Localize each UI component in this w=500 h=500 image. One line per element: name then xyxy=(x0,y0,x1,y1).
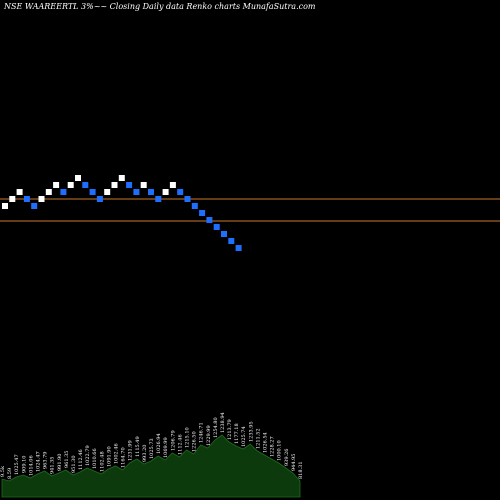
volume-label: 909.10 xyxy=(21,456,27,474)
volume-label: 1024.47 xyxy=(36,451,42,472)
volume-labels: 9.5k 8.59 1025.47 909.10 1014.06 1024.47 963.7… xyxy=(0,412,304,479)
volume-label: 1206.79 xyxy=(170,430,176,451)
brick-down xyxy=(221,231,227,237)
volume-label: 1238.94 xyxy=(220,412,226,433)
brick-down xyxy=(148,189,154,195)
volume-label: 951.30 xyxy=(71,456,77,474)
brick-down xyxy=(199,210,206,216)
brick-up xyxy=(118,175,125,181)
volume-label: 991.90 xyxy=(57,454,63,472)
volume-label: 1026.54 xyxy=(263,432,269,453)
brick-down xyxy=(31,203,38,209)
brick-up xyxy=(169,182,176,188)
brick-down xyxy=(23,196,30,202)
brick-down xyxy=(206,217,213,223)
brick-down xyxy=(213,224,220,230)
volume-label: 1000.10 xyxy=(277,440,283,461)
brick-down xyxy=(126,182,133,188)
volume-label: 1102.48 xyxy=(99,451,105,472)
volume-label: 1010.66 xyxy=(92,448,98,469)
brick-up xyxy=(45,189,52,195)
volume-label: 9.5k xyxy=(0,465,6,477)
volume-label: 993.20 xyxy=(142,445,148,463)
brick-up xyxy=(38,196,45,202)
brick-down xyxy=(155,196,162,202)
brick-down xyxy=(228,238,235,244)
volume-label: 818.31 xyxy=(298,462,304,480)
brick-down xyxy=(89,189,96,195)
renko-bricks xyxy=(2,175,242,251)
brick-up xyxy=(104,189,111,195)
volume-label: 961.35 xyxy=(64,451,70,469)
brick-up xyxy=(9,196,16,202)
volume-label: 1233.95 xyxy=(248,421,254,442)
brick-down xyxy=(133,189,140,195)
level-lines xyxy=(0,198,500,222)
volume-area xyxy=(1,434,301,498)
volume-label: 1115.49 xyxy=(135,436,141,457)
volume-label: 944.95 xyxy=(291,454,297,472)
volume-label: 1231.99 xyxy=(128,440,134,461)
volume-label: 1069.99 xyxy=(163,437,169,458)
brick-down xyxy=(177,189,184,195)
volume-label: 1025.74 xyxy=(241,426,247,447)
volume-label: 1246.71 xyxy=(199,422,205,443)
volume-label: 1226.50 xyxy=(192,431,198,452)
brick-down xyxy=(184,196,191,202)
volume-label: 1228.27 xyxy=(270,436,276,457)
volume-label: 1177.18 xyxy=(234,423,240,444)
brick-up xyxy=(16,189,23,195)
brick-up xyxy=(140,182,147,188)
volume-label: 1211.52 xyxy=(255,428,261,449)
volume-label: 1164.70 xyxy=(121,447,127,468)
brick-up xyxy=(67,182,74,188)
brick-up xyxy=(53,182,60,188)
brick-down xyxy=(82,182,89,188)
volume-label: 1213.79 xyxy=(227,419,233,440)
volume-label: 939.26 xyxy=(284,449,290,467)
volume-label: 963.79 xyxy=(43,452,49,470)
volume-series xyxy=(1,434,301,498)
volume-label: 1254.80 xyxy=(213,417,219,438)
volume-label: 1014.06 xyxy=(28,455,34,476)
volume-label: 1091.90 xyxy=(106,446,112,467)
volume-label: 1112.46 xyxy=(177,434,183,455)
volume-label: 1026.94 xyxy=(156,433,162,454)
volume-label: 1215.10 xyxy=(185,427,191,448)
volume-label: 1112.46 xyxy=(78,449,84,470)
volume-label: 1025.47 xyxy=(14,454,20,475)
brick-down xyxy=(60,189,67,195)
volume-label: 8.59 xyxy=(7,468,13,479)
brick-up xyxy=(75,175,81,181)
volume-label: 1022.79 xyxy=(85,445,91,466)
brick-up xyxy=(111,182,118,188)
brick-up xyxy=(2,203,8,209)
brick-up xyxy=(162,189,169,195)
brick-down xyxy=(191,203,198,209)
volume-label: 941.35 xyxy=(50,457,56,475)
brick-down xyxy=(96,196,103,202)
chart-title: NSE WAAREERTL 3%~~ Closing Daily data Re… xyxy=(3,2,316,11)
volume-label: 1002.46 xyxy=(114,443,120,464)
volume-label: 1025.73 xyxy=(149,438,155,459)
brick-down xyxy=(235,245,242,251)
volume-label: 1229.99 xyxy=(206,425,212,446)
